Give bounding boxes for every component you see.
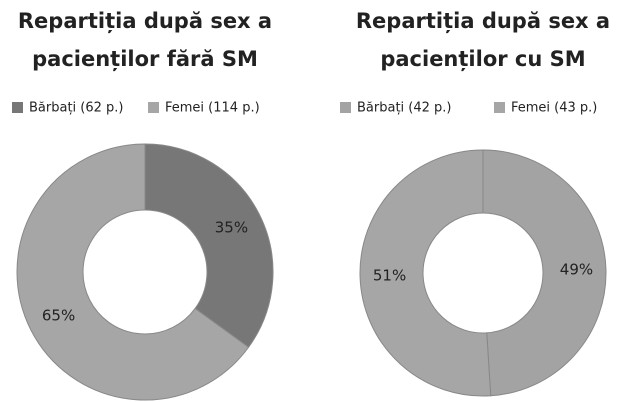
data-label: 49% xyxy=(560,261,593,279)
chart-title: pacienților fără SM xyxy=(32,47,258,72)
donut-slice xyxy=(16,143,250,401)
chart-title: Repartiția după sex a xyxy=(18,9,272,34)
chart-title: pacienților cu SM xyxy=(380,47,585,72)
data-label: 65% xyxy=(42,307,75,325)
legend-swatch xyxy=(12,102,23,113)
legend-swatch xyxy=(340,102,351,113)
chart-title: Repartiția după sex a xyxy=(356,9,610,34)
legend-label: Bărbați (62 p.) xyxy=(29,101,124,116)
data-label: 35% xyxy=(215,218,248,236)
legend-label: Bărbați (42 p.) xyxy=(357,101,452,116)
donut-slice xyxy=(359,149,492,397)
donut-slice xyxy=(144,143,274,348)
donut-slice xyxy=(482,149,607,397)
legend-label: Femei (43 p.) xyxy=(511,101,597,116)
data-label: 51% xyxy=(373,266,406,284)
legend-label: Femei (114 p.) xyxy=(165,101,260,116)
legend-swatch xyxy=(494,102,505,113)
legend-swatch xyxy=(148,102,159,113)
